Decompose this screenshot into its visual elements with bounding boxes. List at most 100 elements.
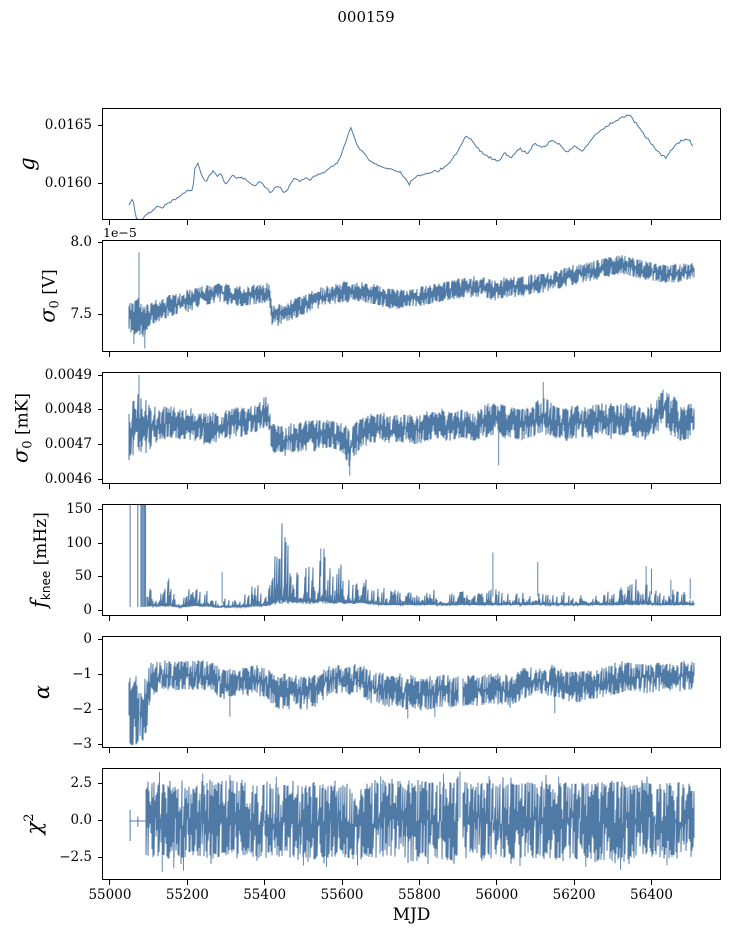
x-tickmark — [186, 352, 188, 357]
chart-title: 000159 — [337, 8, 395, 26]
y-tickmark — [97, 820, 102, 822]
y-tickmark — [97, 443, 102, 445]
series-g — [128, 114, 694, 219]
x-tick-label: 55600 — [320, 886, 364, 903]
y-axis-label-symbol: f — [27, 600, 51, 608]
x-tickmark — [186, 616, 188, 621]
y-tickmark — [97, 374, 102, 376]
y-axis-label-sigma0-millikelvin: σ0 [mK] — [9, 393, 36, 463]
x-tick-label: 56400 — [630, 886, 673, 903]
y-tickmark — [97, 638, 102, 640]
y-tick-label: 0.0046 — [44, 470, 92, 487]
y-axis-label-g: g — [15, 157, 39, 170]
x-tickmark — [109, 616, 111, 621]
x-tickmark — [186, 748, 188, 753]
y-axis-label-superscript: 2 — [22, 813, 37, 822]
y-tick-label: 0.0165 — [44, 116, 92, 133]
x-tickmark — [186, 220, 188, 225]
y-tick-label: 0.0160 — [44, 174, 92, 191]
panel-g — [102, 108, 721, 220]
x-tickmark — [496, 220, 498, 225]
x-tickmark — [651, 484, 653, 489]
x-tickmark — [418, 220, 420, 225]
x-tickmark — [496, 616, 498, 621]
x-tickmark — [264, 748, 266, 753]
x-tickmark — [264, 352, 266, 357]
axis-offset-label: 1e−5 — [103, 225, 137, 240]
y-axis-label-sigma0-volts: σ0 [V] — [36, 269, 63, 323]
x-tickmark — [496, 484, 498, 489]
y-tickmark — [97, 673, 102, 675]
y-axis-label-subscript: 0 — [47, 300, 63, 309]
x-tickmark — [418, 748, 420, 753]
y-tick-label: −1 — [72, 665, 92, 682]
y-tick-label: 2.5 — [70, 775, 92, 792]
x-tickmark — [109, 220, 111, 225]
series-fknee — [129, 505, 695, 610]
y-tickmark — [97, 783, 102, 785]
x-tickmark — [341, 352, 343, 357]
x-tickmark — [573, 484, 575, 489]
x-tick-label: 55400 — [243, 886, 287, 903]
x-tickmark — [651, 748, 653, 753]
y-axis-label-symbol: χ — [22, 821, 46, 835]
x-tickmark — [109, 748, 111, 753]
x-tickmark — [109, 352, 111, 357]
x-tickmark — [573, 880, 575, 885]
y-tickmark — [97, 124, 102, 126]
y-axis-label-symbol: α — [30, 684, 54, 700]
x-tickmark — [418, 616, 420, 621]
x-tickmark — [341, 220, 343, 225]
x-tickmark — [418, 880, 420, 885]
x-tickmark — [651, 880, 653, 885]
x-tickmark — [651, 352, 653, 357]
y-tickmark — [97, 314, 102, 316]
y-axis-label-symbol: σ — [35, 308, 60, 323]
x-tickmark — [573, 748, 575, 753]
x-tickmark — [651, 616, 653, 621]
y-axis-label-subscript: knee — [39, 570, 53, 601]
x-tickmark — [264, 880, 266, 885]
x-tickmark — [264, 616, 266, 621]
y-axis-label-alpha: α — [30, 685, 54, 699]
panel-fknee — [102, 504, 721, 616]
x-tickmark — [341, 484, 343, 489]
x-tickmark — [341, 748, 343, 753]
y-tick-label: 0.0047 — [44, 435, 92, 452]
panel-chi2 — [102, 768, 721, 880]
y-tick-label: −2 — [72, 701, 92, 718]
y-tick-label: −2.5 — [59, 849, 92, 866]
x-tickmark — [573, 352, 575, 357]
y-tickmark — [97, 542, 102, 544]
y-tick-label: 150 — [66, 500, 92, 517]
x-tickmark — [496, 352, 498, 357]
y-tickmark — [97, 478, 102, 480]
y-tick-label: 50 — [74, 568, 92, 585]
y-tickmark — [97, 409, 102, 411]
x-tick-label: 55200 — [165, 886, 209, 903]
x-tickmark — [186, 484, 188, 489]
x-tickmark — [109, 880, 111, 885]
x-tickmark — [186, 880, 188, 885]
y-tickmark — [97, 709, 102, 711]
y-tick-label: 0.0049 — [44, 366, 92, 383]
y-tick-label: 0.0 — [70, 812, 92, 829]
series-alpha — [128, 660, 695, 745]
x-axis-label: MJD — [392, 905, 431, 925]
x-tick-label: 55800 — [397, 886, 441, 903]
x-tickmark — [418, 484, 420, 489]
series-sigma0-volts — [128, 252, 695, 349]
x-tickmark — [264, 220, 266, 225]
x-tick-label: 56200 — [552, 886, 596, 903]
y-tickmark — [97, 744, 102, 746]
y-tick-label: 100 — [66, 534, 92, 551]
x-tickmark — [496, 880, 498, 885]
panel-sigma0-millikelvin — [102, 372, 721, 484]
y-tickmark — [97, 610, 102, 612]
panel-alpha — [102, 636, 721, 748]
y-tick-label: 0 — [83, 630, 92, 647]
y-axis-label-symbol: g — [15, 157, 39, 171]
y-tickmark — [97, 241, 102, 243]
y-tick-label: −3 — [72, 736, 92, 753]
